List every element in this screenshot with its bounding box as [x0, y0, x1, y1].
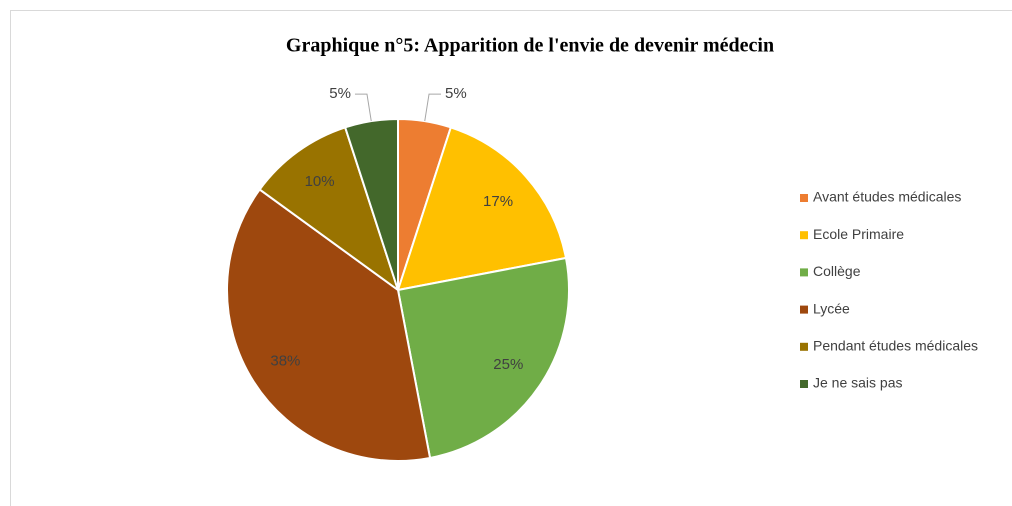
pie-slice	[343, 117, 399, 291]
chart-border	[10, 10, 1012, 506]
legend-label: Pendant études médicales	[813, 338, 978, 354]
legend-label: Collège	[813, 263, 861, 279]
legend-label: Lycée	[813, 300, 850, 316]
data-label: 10%	[305, 173, 335, 190]
data-label: 5%	[445, 85, 467, 102]
legend-label: Je ne sais pas	[813, 375, 903, 391]
pie-slice	[396, 256, 570, 460]
legend-swatch	[800, 305, 808, 314]
legend-label: Avant études médicales	[813, 189, 961, 205]
legend-swatch	[800, 194, 808, 202]
data-label: 17%	[483, 193, 513, 210]
legend-swatch	[800, 380, 808, 388]
leader-line	[424, 93, 442, 122]
data-label: 38%	[270, 352, 300, 369]
data-label: 25%	[493, 356, 523, 373]
legend-swatch	[800, 268, 808, 277]
legend-label: Ecole Primaire	[813, 226, 904, 242]
pie-slice	[226, 188, 432, 462]
legend-swatch	[800, 342, 808, 351]
legend-swatch	[800, 231, 808, 240]
pie-slice	[396, 126, 568, 292]
data-label: 5%	[329, 85, 351, 102]
chart-title: Graphique n°5: Apparition de l'envie de …	[286, 35, 774, 57]
pie-slice	[258, 126, 400, 293]
leader-line	[354, 93, 372, 122]
